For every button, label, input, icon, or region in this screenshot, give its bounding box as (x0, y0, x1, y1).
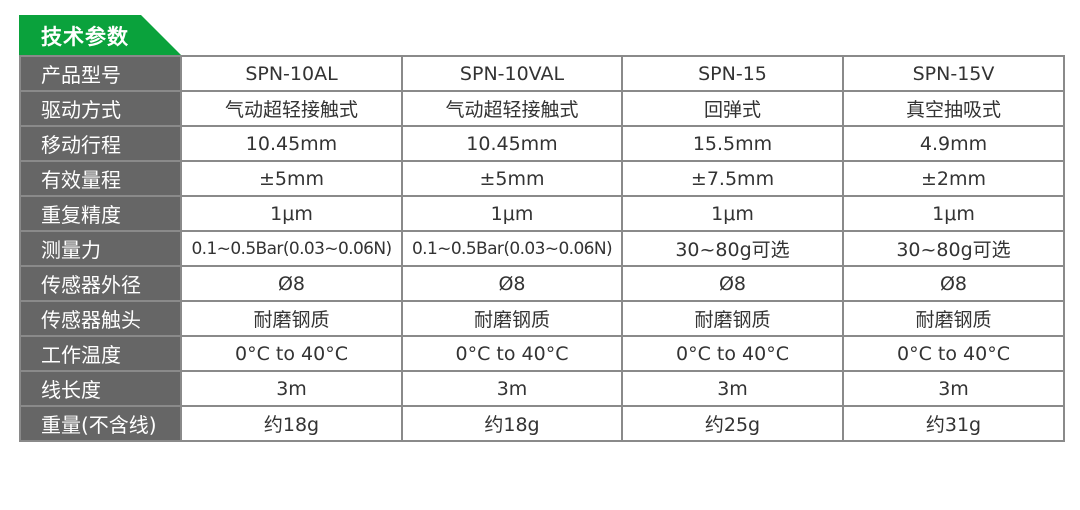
table-cell: 1μm (842, 195, 1065, 232)
row-label: 测量力 (19, 230, 182, 267)
table-cell: 0.1~0.5Bar(0.03~0.06N) (401, 230, 623, 267)
table-cell: SPN-15 (621, 55, 844, 92)
row-label: 传感器触头 (19, 300, 182, 337)
table-cell: 1μm (621, 195, 844, 232)
table-row: 传感器外径 Ø8 Ø8 Ø8 Ø8 (19, 265, 1065, 302)
table-cell: 30~80g可选 (842, 230, 1065, 267)
table-cell: 约31g (842, 405, 1065, 442)
table-row: 驱动方式 气动超轻接触式 气动超轻接触式 回弹式 真空抽吸式 (19, 90, 1065, 127)
table-row: 重复精度 1μm 1μm 1μm 1μm (19, 195, 1065, 232)
row-label: 驱动方式 (19, 90, 182, 127)
table-cell: 耐磨钢质 (180, 300, 403, 337)
section-banner: 技术参数 (19, 15, 181, 55)
table-cell: 3m (621, 370, 844, 407)
table-cell: 气动超轻接触式 (401, 90, 623, 127)
table-cell: 回弹式 (621, 90, 844, 127)
table-cell: ±2mm (842, 160, 1065, 197)
table-cell: 30~80g可选 (621, 230, 844, 267)
table-cell: 10.45mm (401, 125, 623, 162)
table-cell: 0°C to 40°C (842, 335, 1065, 372)
table-cell: Ø8 (401, 265, 623, 302)
table-cell: 约18g (180, 405, 403, 442)
table-cell: 耐磨钢质 (401, 300, 623, 337)
row-label: 移动行程 (19, 125, 182, 162)
table-cell: 1μm (180, 195, 403, 232)
row-label: 工作温度 (19, 335, 182, 372)
table-cell: Ø8 (621, 265, 844, 302)
spec-table: 产品型号 SPN-10AL SPN-10VAL SPN-15 SPN-15V 驱动方式 气动… (19, 55, 1065, 442)
table-cell: 耐磨钢质 (621, 300, 844, 337)
table-cell: SPN-10VAL (401, 55, 623, 92)
table-cell: 3m (401, 370, 623, 407)
table-cell: 3m (842, 370, 1065, 407)
table-cell: Ø8 (842, 265, 1065, 302)
table-cell: SPN-10AL (180, 55, 403, 92)
table-cell: 约18g (401, 405, 623, 442)
table-cell: 0.1~0.5Bar(0.03~0.06N) (180, 230, 403, 267)
table-cell: SPN-15V (842, 55, 1065, 92)
table-row: 重量(不含线) 约18g 约18g 约25g 约31g (19, 405, 1065, 442)
table-cell: 约25g (621, 405, 844, 442)
table-row: 产品型号 SPN-10AL SPN-10VAL SPN-15 SPN-15V (19, 55, 1065, 92)
table-row: 传感器触头 耐磨钢质 耐磨钢质 耐磨钢质 耐磨钢质 (19, 300, 1065, 337)
table-cell: ±7.5mm (621, 160, 844, 197)
table-cell: ±5mm (180, 160, 403, 197)
table-cell: 耐磨钢质 (842, 300, 1065, 337)
table-cell: 真空抽吸式 (842, 90, 1065, 127)
table-cell: 0°C to 40°C (180, 335, 403, 372)
row-label: 重复精度 (19, 195, 182, 232)
row-label: 传感器外径 (19, 265, 182, 302)
table-cell: 4.9mm (842, 125, 1065, 162)
table-cell: 3m (180, 370, 403, 407)
table-cell: Ø8 (180, 265, 403, 302)
section-title: 技术参数 (41, 25, 129, 49)
table-cell: 0°C to 40°C (401, 335, 623, 372)
row-label: 产品型号 (19, 55, 182, 92)
table-row: 移动行程 10.45mm 10.45mm 15.5mm 4.9mm (19, 125, 1065, 162)
table-cell: 气动超轻接触式 (180, 90, 403, 127)
table-cell: 10.45mm (180, 125, 403, 162)
table-row: 线长度 3m 3m 3m 3m (19, 370, 1065, 407)
table-row: 工作温度 0°C to 40°C 0°C to 40°C 0°C to 40°C 0°C… (19, 335, 1065, 372)
table-cell: ±5mm (401, 160, 623, 197)
table-row: 有效量程 ±5mm ±5mm ±7.5mm ±2mm (19, 160, 1065, 197)
table-cell: 1μm (401, 195, 623, 232)
table-cell: 0°C to 40°C (621, 335, 844, 372)
row-label: 重量(不含线) (19, 405, 182, 442)
table-row: 测量力 0.1~0.5Bar(0.03~0.06N) 0.1~0.5Bar(0.03… (19, 230, 1065, 267)
table-cell: 15.5mm (621, 125, 844, 162)
row-label: 线长度 (19, 370, 182, 407)
row-label: 有效量程 (19, 160, 182, 197)
